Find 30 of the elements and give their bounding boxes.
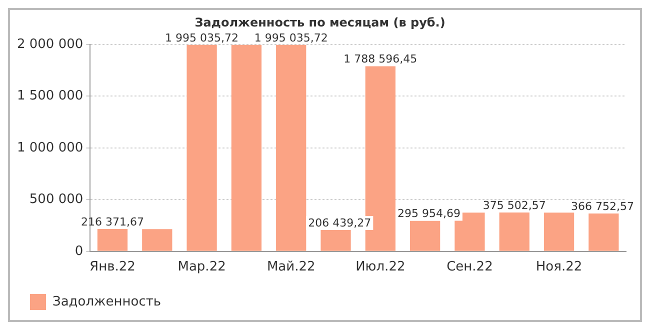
y-tick-label: 500 000 xyxy=(29,192,84,208)
bar xyxy=(276,44,306,251)
x-tick-label: Май.22 xyxy=(266,260,316,275)
bar xyxy=(186,44,217,251)
y-tick-label: 1 500 000 xyxy=(16,88,84,104)
bar xyxy=(320,230,351,251)
bar xyxy=(499,212,530,251)
data-label: 375 502,57 xyxy=(482,198,546,212)
bar xyxy=(588,213,619,251)
x-tick-label: Мар.22 xyxy=(178,260,226,275)
x-tick-label: Ноя.22 xyxy=(536,260,582,275)
data-label: 1 995 035,72 xyxy=(254,31,328,44)
bar xyxy=(544,212,574,251)
legend-label: Задолженность xyxy=(52,294,162,310)
data-label: 216 371,67 xyxy=(80,215,144,228)
bar xyxy=(231,44,262,251)
y-tick-label: 0 xyxy=(74,244,84,259)
data-label: 366 752,57 xyxy=(571,200,634,213)
data-label: 1 995 035,72 xyxy=(165,31,239,44)
bar xyxy=(142,229,172,251)
bar xyxy=(97,229,128,251)
y-tick-label: 2 000 000 xyxy=(16,36,84,52)
chart-title: Задолженность по месяцам (в руб.) xyxy=(194,15,446,30)
data-label: 206 439,27 xyxy=(308,216,372,230)
x-tick-label: Янв.22 xyxy=(90,260,136,275)
x-tick-label: Сен.22 xyxy=(446,260,493,275)
x-tick-label: Июл.22 xyxy=(356,260,406,275)
y-tick-label: 1 000 000 xyxy=(16,140,84,156)
data-label: 1 788 596,45 xyxy=(344,52,418,66)
data-label: 295 954,69 xyxy=(397,207,460,220)
